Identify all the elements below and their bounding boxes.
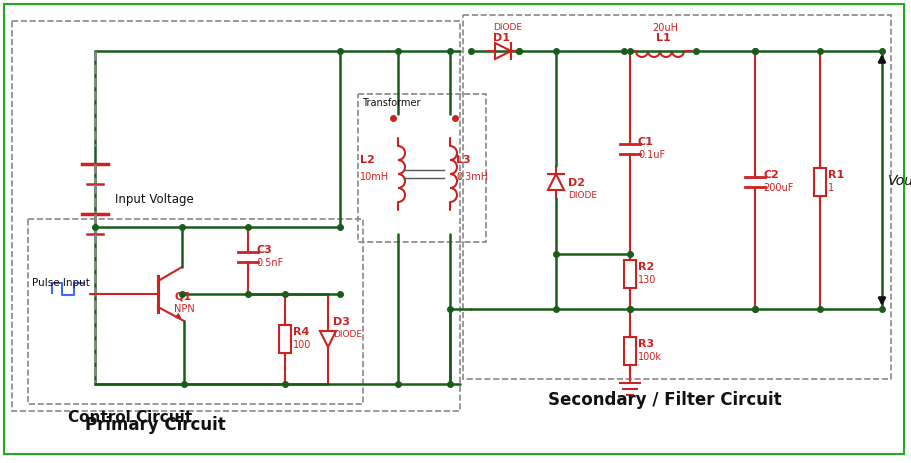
Text: Pulse Input: Pulse Input [32,277,90,288]
Text: Control Circuit: Control Circuit [68,410,192,425]
Bar [624,337,636,365]
Text: 100: 100 [293,339,312,349]
Text: 200uF: 200uF [763,182,793,193]
Text: Vout: Vout [888,174,911,188]
Text: C2: C2 [763,169,779,180]
Text: C3: C3 [256,244,271,255]
Bar [358,95,486,243]
Text: 0.1uF: 0.1uF [638,150,665,160]
Text: 0.3mH: 0.3mH [456,172,488,181]
Text: Transformer: Transformer [362,98,421,108]
Text: 1: 1 [828,182,834,193]
Text: DIODE: DIODE [493,24,522,32]
Text: Q1: Q1 [174,291,191,301]
Text: Primary Circuit: Primary Circuit [85,415,225,433]
Bar [12,22,460,411]
Bar [279,325,291,353]
Text: R3: R3 [638,338,654,348]
Text: L3: L3 [456,155,471,165]
Text: 100k: 100k [638,351,662,361]
Text: R4: R4 [293,326,310,336]
Text: D1: D1 [493,33,510,43]
Text: Input Voltage: Input Voltage [115,193,194,206]
Bar [463,16,891,379]
Text: L2: L2 [360,155,374,165]
Text: 0.5nF: 0.5nF [256,257,283,268]
Text: L1: L1 [656,33,670,43]
Text: D2: D2 [568,178,585,188]
Text: R2: R2 [638,262,654,271]
Text: 130: 130 [638,275,656,284]
Bar [814,169,826,197]
Text: DIODE: DIODE [568,191,597,200]
Text: 10mH: 10mH [360,172,389,181]
Text: D3: D3 [333,316,350,326]
Bar [624,260,636,288]
Text: 20uH: 20uH [652,23,678,33]
Bar [28,219,363,404]
Text: DIODE: DIODE [333,330,362,339]
Text: R1: R1 [828,169,844,180]
Text: C1: C1 [638,137,654,147]
Text: Secondary / Filter Circuit: Secondary / Filter Circuit [548,390,782,408]
Text: NPN: NPN [174,303,195,313]
